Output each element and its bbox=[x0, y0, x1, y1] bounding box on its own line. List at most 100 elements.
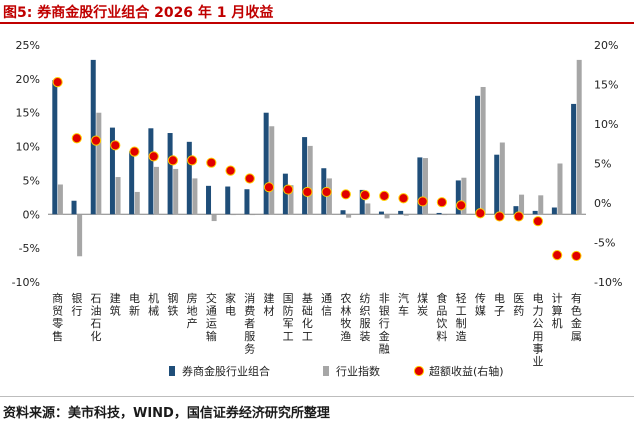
legend-swatch bbox=[323, 366, 329, 376]
legend-label: 超额收益(右轴) bbox=[429, 364, 504, 378]
index-bar bbox=[192, 178, 198, 215]
y-right-tick-label: -10% bbox=[594, 276, 622, 289]
x-category-label: 有色金属 bbox=[571, 291, 582, 343]
portfolio-bar bbox=[302, 137, 308, 215]
x-category-label: 医药 bbox=[513, 292, 524, 318]
portfolio-bar bbox=[378, 211, 384, 215]
index-bar bbox=[365, 203, 371, 215]
excess-dot bbox=[379, 190, 390, 201]
y-left-tick-label: 0% bbox=[23, 208, 40, 221]
x-category-label: 基础化工 bbox=[302, 292, 313, 343]
x-category-label: 轻工制造 bbox=[456, 291, 467, 343]
index-bar bbox=[422, 158, 428, 215]
x-category-label: 计算机 bbox=[552, 292, 563, 330]
index-bar bbox=[346, 214, 352, 218]
portfolio-bar bbox=[571, 103, 577, 215]
x-category-label: 食品饮料 bbox=[436, 291, 447, 343]
excess-dot bbox=[263, 182, 275, 193]
excess-dot bbox=[52, 77, 63, 88]
legend-label: 券商金股行业组合 bbox=[182, 364, 270, 378]
index-bar bbox=[538, 195, 544, 215]
index-bar bbox=[153, 166, 159, 215]
index-bar bbox=[519, 194, 525, 215]
index-bar bbox=[307, 145, 313, 215]
index-bar bbox=[461, 177, 467, 215]
source-note: 资料来源：美市科技，WIND，国信证券经济研究所整理 bbox=[3, 406, 330, 421]
excess-dot bbox=[494, 211, 505, 222]
x-category-label: 电力公用事业 bbox=[532, 292, 543, 368]
excess-dot bbox=[148, 151, 159, 162]
index-bar bbox=[173, 168, 179, 215]
x-category-label: 国防军工 bbox=[283, 292, 294, 343]
excess-dot bbox=[302, 186, 313, 198]
index-bar bbox=[576, 59, 582, 215]
x-category-label: 电新 bbox=[129, 292, 140, 318]
portfolio-bar bbox=[340, 210, 346, 215]
index-bar bbox=[557, 163, 563, 215]
y-left-tick-label: 10% bbox=[16, 141, 40, 154]
excess-dot bbox=[475, 208, 486, 219]
x-category-label: 非银行金融 bbox=[379, 292, 390, 355]
x-category-label: 煤炭 bbox=[417, 292, 428, 318]
x-category-label: 建筑 bbox=[110, 291, 121, 318]
y-left-tick-label: 15% bbox=[16, 107, 40, 120]
index-bar bbox=[57, 184, 63, 215]
chart-legend: 券商金股行业组合 行业指数 超额收益(右轴) bbox=[169, 364, 504, 378]
portfolio-bar bbox=[129, 151, 135, 215]
portfolio-bar bbox=[206, 185, 212, 215]
y-right-tick-label: 0% bbox=[594, 197, 611, 210]
y-right-tick-label: 10% bbox=[594, 118, 618, 131]
portfolio-bar bbox=[225, 186, 231, 215]
y-left-tick-label: 20% bbox=[16, 73, 40, 86]
figure-title-bar: 图5: 券商金股行业组合 2026 年 1 月收益 bbox=[0, 0, 634, 24]
chart-excess-dots bbox=[52, 77, 582, 262]
portfolio-bar bbox=[475, 95, 481, 215]
y-right-tick-label: 20% bbox=[594, 39, 618, 52]
portfolio-bar bbox=[455, 180, 461, 215]
x-category-label: 石油石化 bbox=[91, 292, 102, 343]
excess-dot bbox=[225, 165, 236, 176]
figure-title: 图5: 券商金股行业组合 2026 年 1 月收益 bbox=[3, 5, 274, 21]
portfolio-bar bbox=[263, 112, 269, 215]
y-right-tick-label: -5% bbox=[594, 237, 615, 250]
chart-axes: -10% -5% 0% 5% 10% 15% 20% 25% -10% -5% 0% 5% 10% 15%… bbox=[12, 39, 623, 289]
legend-label: 行业指数 bbox=[336, 364, 380, 378]
x-category-label: 交通运输 bbox=[206, 291, 217, 343]
excess-dot bbox=[552, 250, 563, 261]
excess-dot bbox=[398, 193, 409, 204]
portfolio-bar bbox=[167, 133, 173, 215]
excess-dot bbox=[283, 184, 294, 195]
index-bar bbox=[499, 142, 505, 215]
portfolio-bar bbox=[551, 207, 557, 215]
portfolio-bar bbox=[148, 128, 154, 215]
excess-dot bbox=[417, 196, 428, 207]
y-right-tick-label: 15% bbox=[594, 79, 618, 92]
portfolio-bar bbox=[52, 80, 58, 215]
excess-dot bbox=[456, 200, 467, 211]
portfolio-bar bbox=[71, 200, 77, 215]
index-bar bbox=[403, 214, 409, 216]
excess-dot bbox=[532, 216, 544, 227]
x-category-label: 纺织服装 bbox=[360, 291, 371, 343]
y-left-tick-label: 25% bbox=[16, 39, 40, 52]
x-category-label: 商贸零售 bbox=[52, 291, 63, 343]
index-bar bbox=[211, 214, 217, 222]
portfolio-bar bbox=[398, 210, 404, 215]
index-bar bbox=[250, 214, 256, 216]
x-category-label: 房地产 bbox=[187, 292, 198, 330]
bar-chart: -10% -5% 0% 5% 10% 15% 20% 25% -10% -5% 0% 5% 10% 15%… bbox=[12, 39, 623, 378]
excess-dot bbox=[90, 135, 102, 146]
y-right-tick-label: 5% bbox=[594, 158, 611, 171]
excess-dot bbox=[436, 197, 447, 208]
index-bar bbox=[115, 177, 121, 215]
excess-dot bbox=[206, 157, 217, 168]
x-category-label: 消费者服务 bbox=[244, 291, 255, 355]
index-bar bbox=[480, 86, 486, 215]
portfolio-bar bbox=[513, 206, 519, 215]
chart-bars bbox=[52, 59, 582, 257]
excess-dot bbox=[513, 211, 524, 222]
legend-swatch bbox=[413, 365, 425, 377]
x-category-label: 机械 bbox=[148, 291, 159, 318]
portfolio-bar bbox=[436, 212, 442, 215]
portfolio-bar bbox=[359, 189, 365, 215]
